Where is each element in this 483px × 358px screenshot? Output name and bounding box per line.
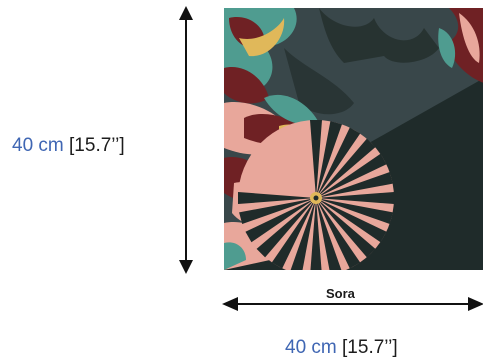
width-metric: 40 cm xyxy=(285,337,337,358)
product-name: Sora xyxy=(326,286,355,301)
width-label: 40 cm [15.7’’] xyxy=(285,338,398,357)
height-metric: 40 cm xyxy=(12,135,64,156)
width-arrow xyxy=(222,297,483,311)
height-arrow xyxy=(179,6,193,274)
height-label: 40 cm [15.7’’] xyxy=(12,136,125,155)
height-imperial: [15.7’’] xyxy=(69,135,125,156)
artwork-image xyxy=(224,8,483,270)
width-imperial: [15.7’’] xyxy=(342,337,398,358)
